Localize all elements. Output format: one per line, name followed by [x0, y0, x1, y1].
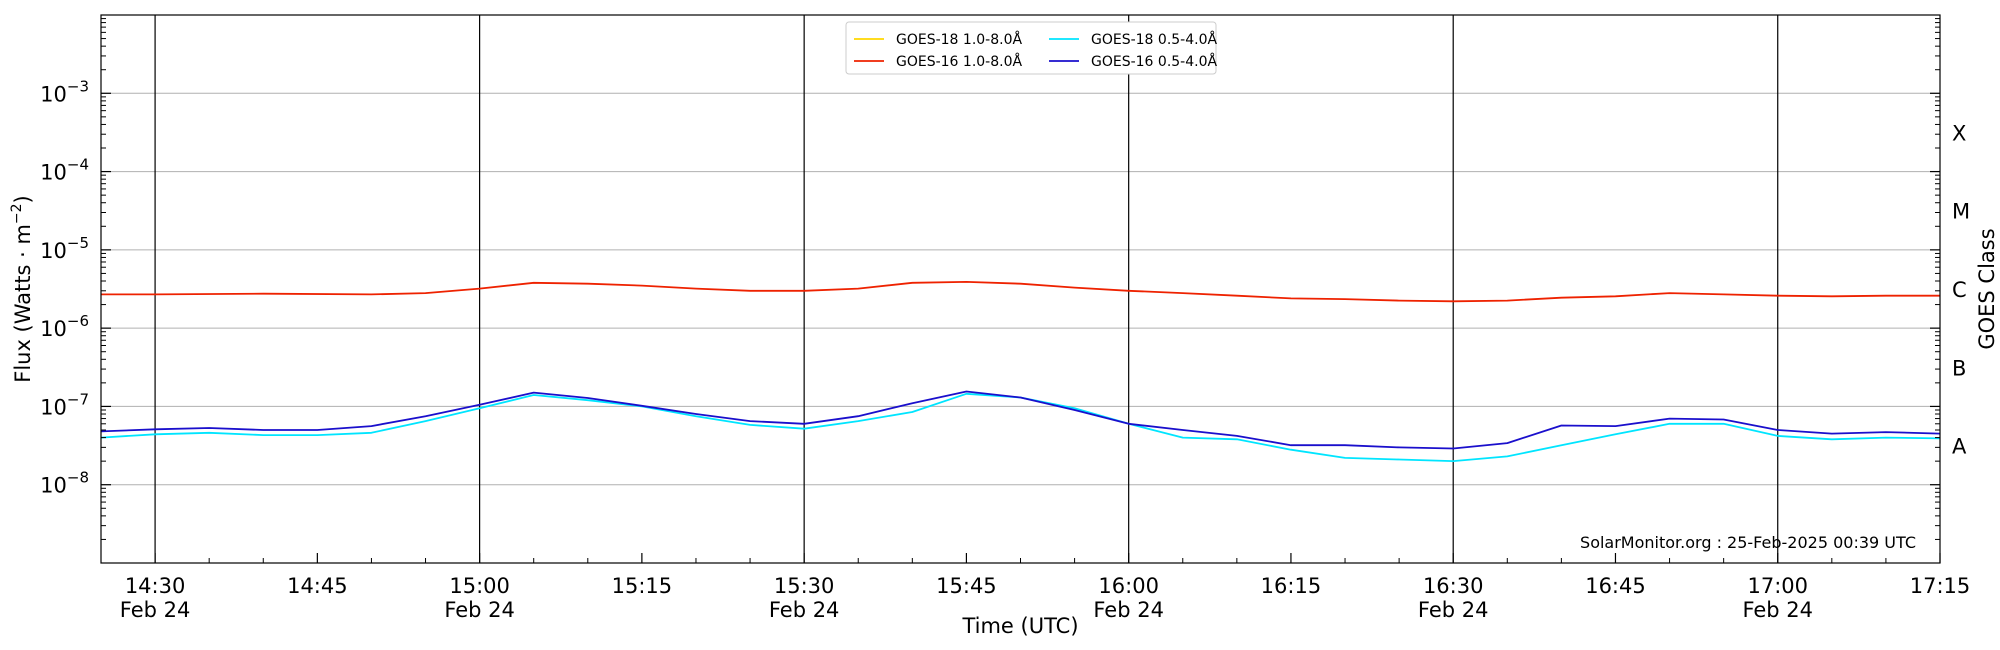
x-tick-label: 15:15	[612, 574, 673, 598]
y-tick-base: 10	[40, 317, 67, 341]
y-axis-label-exponent: −2	[9, 203, 25, 224]
goes-class-label: B	[1952, 356, 1966, 380]
series-line	[100, 390, 1941, 450]
x-tick-label: 17:00	[1747, 574, 1808, 598]
y-tick-exponent: −5	[67, 234, 89, 252]
x-tick-label: 15:30	[774, 574, 835, 598]
x-tick-label: 14:45	[287, 574, 348, 598]
y-tick-base: 10	[40, 239, 67, 263]
y-tick-exponent: −4	[67, 156, 89, 174]
legend-entry: GOES-16 1.0-8.0Å	[896, 53, 1022, 70]
y-axis-label-suffix: )	[11, 195, 35, 203]
legend-entry: GOES-18 1.0-8.0Å	[896, 31, 1022, 48]
goes-class-axis-label: GOES Class	[1975, 228, 1999, 349]
x-tick-date: Feb 24	[1093, 598, 1164, 622]
credit-text: SolarMonitor.org : 25-Feb-2025 00:39 UTC	[1580, 533, 1916, 552]
series-layer	[100, 280, 1941, 463]
x-tick-date: Feb 24	[444, 598, 515, 622]
x-tick-label: 16:45	[1585, 574, 1646, 598]
y-tick-base: 10	[40, 395, 67, 419]
x-tick-date: Feb 24	[1418, 598, 1489, 622]
x-tick-label: 16:00	[1098, 574, 1159, 598]
y-axis-label: Flux (Watts · m−2)	[9, 195, 35, 383]
goes-class-label: A	[1952, 435, 1967, 459]
x-axis-label: Time (UTC)	[961, 614, 1078, 638]
y-tick-label: 10−3	[40, 77, 89, 106]
goes-class-label: C	[1952, 278, 1967, 302]
y-tick-label: 10−4	[40, 156, 89, 185]
y-tick-base: 10	[40, 161, 67, 185]
y-tick-label: 10−6	[40, 312, 89, 341]
y-tick-label: 10−7	[40, 390, 89, 419]
x-tick-label: 16:30	[1423, 574, 1484, 598]
plot-frame	[100, 14, 1941, 564]
grid-layer	[101, 15, 1940, 563]
legend-box	[845, 21, 1217, 75]
y-tick-exponent: −3	[67, 77, 89, 95]
x-tick-date: Feb 24	[120, 598, 191, 622]
y-tick-exponent: −6	[67, 312, 89, 330]
y-axis-label-prefix: Flux (Watts · m	[11, 224, 35, 383]
series-line	[100, 392, 1941, 463]
goes-class-label: X	[1952, 121, 1966, 145]
y-tick-exponent: −7	[67, 390, 89, 408]
y-tick-label: 10−8	[40, 469, 89, 498]
x-tick-label: 17:15	[1910, 574, 1971, 598]
y-tick-label: 10−5	[40, 234, 89, 263]
legend-entry: GOES-18 0.5-4.0Å	[1091, 31, 1217, 48]
x-tick-date: Feb 24	[1742, 598, 1813, 622]
goes-class-label: M	[1952, 200, 1970, 224]
y-tick-base: 10	[40, 474, 67, 498]
x-tick-label: 14:30	[125, 574, 186, 598]
x-tick-label: 15:45	[936, 574, 997, 598]
x-tick-label: 15:00	[449, 574, 510, 598]
x-tick-label: 16:15	[1261, 574, 1322, 598]
legend: GOES-18 1.0-8.0Å GOES-16 1.0-8.0Å GOES-18 …	[845, 21, 1217, 75]
legend-entry: GOES-16 0.5-4.0Å	[1091, 53, 1217, 70]
x-tick-date: Feb 24	[769, 598, 840, 622]
y-tick-exponent: −8	[67, 469, 89, 487]
series-line	[101, 280, 1940, 303]
y-tick-base: 10	[40, 82, 67, 106]
